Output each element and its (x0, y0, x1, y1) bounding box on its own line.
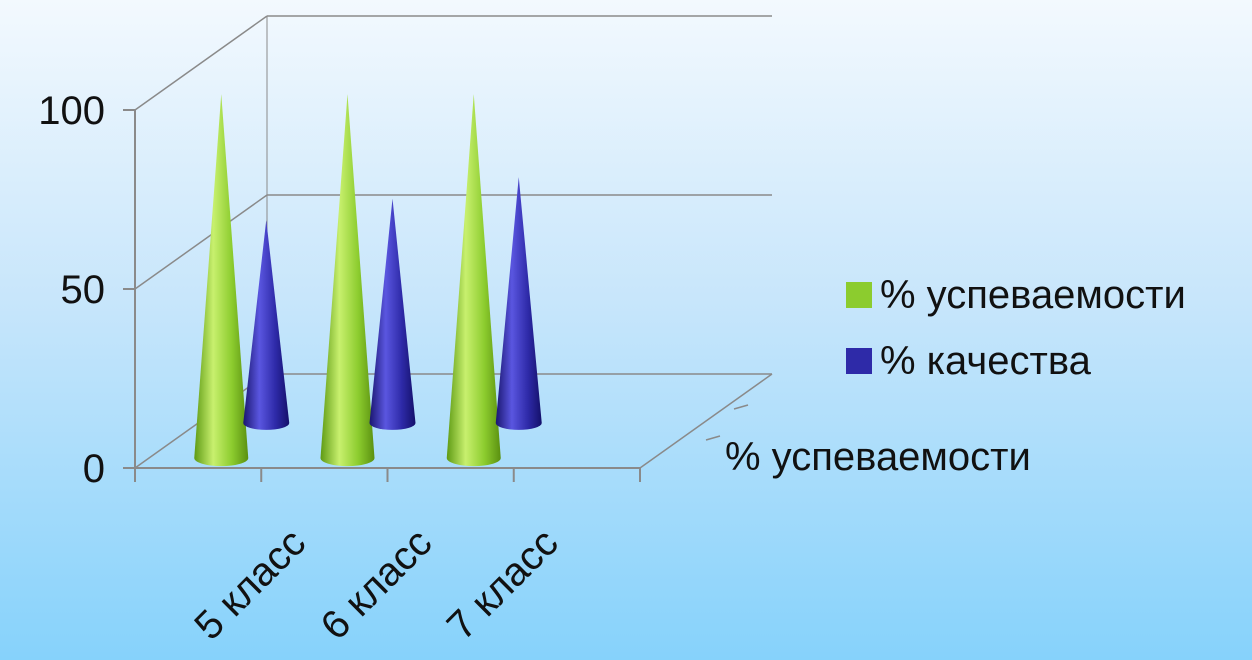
depth-tick (734, 405, 748, 409)
gridline-side (135, 195, 267, 289)
legend-label: % качества (880, 339, 1092, 383)
legend-swatch (846, 282, 872, 308)
gridline-side (135, 16, 267, 110)
cone-kachestvo-2 (370, 199, 416, 430)
cone-kachestvo-1-body (243, 220, 289, 430)
cone-kachestvo-2-body (370, 199, 416, 430)
depth-tick (706, 436, 720, 440)
y-tick-label: 50 (61, 268, 106, 312)
cone-uspevaemost-2 (321, 94, 375, 466)
cone-kachestvo-3-body (496, 177, 542, 430)
chart-marks (194, 94, 542, 466)
x-tick-label: 6 класс (313, 520, 441, 648)
legend-swatch (846, 348, 872, 374)
cone-kachestvo-1 (243, 220, 289, 430)
cone-uspevaemost-1-body (194, 94, 248, 466)
cone-uspevaemost-3-body (447, 94, 501, 466)
depth-axis-label: % успеваемости (725, 435, 1031, 479)
x-tick-label: 7 класс (439, 520, 567, 648)
cone-kachestvo-3 (496, 177, 542, 430)
cone-uspevaemost-2-body (321, 94, 375, 466)
legend: % успеваемости % качества (846, 273, 1186, 383)
x-tick-label: 5 класс (186, 520, 314, 648)
legend-label: % успеваемости (880, 273, 1186, 317)
cone-uspevaemost-3 (447, 94, 501, 466)
cone-uspevaemost-1 (194, 94, 248, 466)
y-tick-label: 100 (38, 89, 105, 133)
y-tick-label: 0 (83, 447, 105, 491)
